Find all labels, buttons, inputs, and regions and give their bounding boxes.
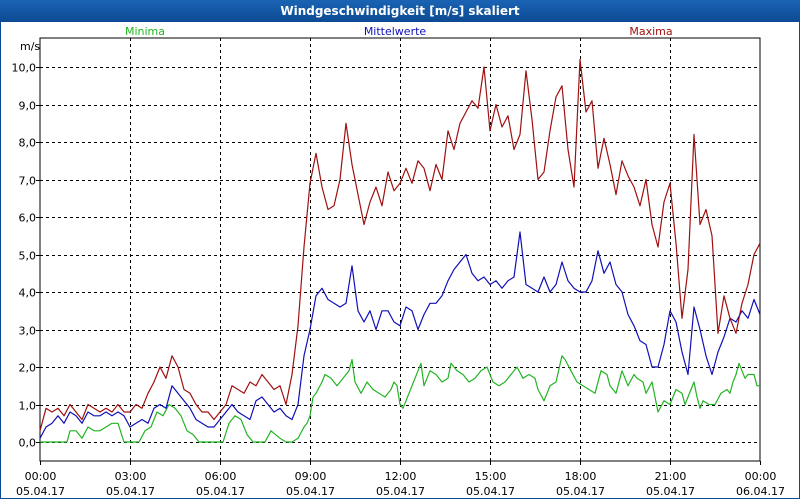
- x-tick-time: 21:00: [655, 470, 687, 483]
- axis-labels: 0,0 1,0 2,0 3,0 4,0 5,0 6,0 7,0 8,0 9,0 10,0 m/s 00:…: [12, 40, 785, 498]
- y-tick-label: 2,0: [19, 362, 37, 375]
- x-tick-time: 06:00: [205, 470, 237, 483]
- x-tick-time: 00:00: [745, 470, 777, 483]
- x-tick-time: 03:00: [115, 470, 147, 483]
- window-title-bar: Windgeschwindigkeit [m/s] skaliert: [0, 0, 800, 22]
- x-tick-date: 05.04.17: [646, 485, 695, 498]
- series-line-minima: [40, 355, 760, 443]
- x-tick-date: 05.04.17: [556, 485, 605, 498]
- y-tick-label: 6,0: [19, 212, 37, 225]
- x-tick-date: 05.04.17: [286, 485, 335, 498]
- y-axis-label: m/s: [20, 40, 40, 53]
- y-tick-label: 4,0: [19, 287, 37, 300]
- x-tick-time: 09:00: [295, 470, 327, 483]
- x-tick-time: 18:00: [565, 470, 597, 483]
- y-tick-label: 0,0: [19, 437, 37, 450]
- legend-minima: Minima: [125, 25, 165, 38]
- x-tick-date: 05.04.17: [196, 485, 245, 498]
- x-tick-time: 00:00: [25, 470, 57, 483]
- y-tick-label: 10,0: [12, 62, 37, 75]
- legend-maxima: Maxima: [629, 25, 672, 38]
- series-layer: [39, 58, 761, 443]
- y-tick-label: 9,0: [19, 100, 37, 113]
- x-tick-date: 05.04.17: [106, 485, 155, 498]
- x-tick-date: 06.04.17: [736, 485, 785, 498]
- x-tick-date: 05.04.17: [466, 485, 515, 498]
- y-tick-label: 3,0: [19, 325, 37, 338]
- x-tick-time: 15:00: [475, 470, 507, 483]
- y-tick-label: 7,0: [19, 175, 37, 188]
- legend-mittelwerte: Mittelwerte: [364, 25, 427, 38]
- x-tick-time: 12:00: [385, 470, 417, 483]
- y-tick-label: 1,0: [19, 400, 37, 413]
- y-tick-label: 5,0: [19, 250, 37, 263]
- series-line-mittelwerte: [39, 231, 761, 439]
- y-tick-label: 8,0: [19, 137, 37, 150]
- x-tick-date: 05.04.17: [16, 485, 65, 498]
- series-line-maxima: [39, 58, 761, 431]
- legend: Minima Mittelwerte Maxima: [125, 25, 673, 38]
- window-title: Windgeschwindigkeit [m/s] skaliert: [280, 4, 520, 18]
- x-tick-date: 05.04.17: [376, 485, 425, 498]
